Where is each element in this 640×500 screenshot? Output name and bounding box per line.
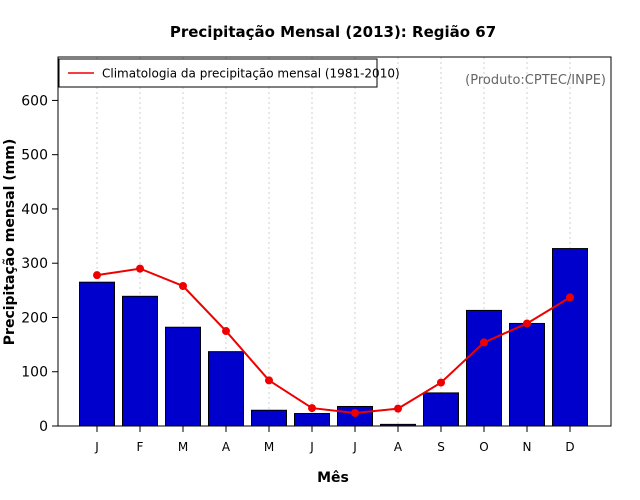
climatology-point-6 bbox=[351, 408, 359, 417]
bar-3 bbox=[208, 351, 244, 427]
y-axis: 0 100 200 300 400 500 600 bbox=[21, 93, 59, 435]
climatology-point-3 bbox=[222, 327, 230, 336]
climatology-point-9 bbox=[480, 338, 488, 347]
bar-9 bbox=[466, 309, 502, 427]
climatology-point-2 bbox=[179, 281, 187, 290]
y-tick-label-5: 500 bbox=[21, 148, 48, 164]
x-tick-label-1: F bbox=[137, 440, 144, 454]
climatology-point-10 bbox=[523, 319, 531, 328]
x-tick-label-4: M bbox=[264, 440, 274, 454]
bar-11 bbox=[552, 248, 588, 427]
chart-title: Precipitação Mensal (2013): Região 67 bbox=[170, 23, 496, 41]
bar-4 bbox=[251, 409, 287, 427]
bar-1 bbox=[122, 295, 158, 427]
climatology-point-4 bbox=[265, 376, 273, 385]
bar-8 bbox=[423, 392, 459, 427]
climatology-point-11 bbox=[566, 293, 574, 302]
source-note: (Produto:CPTEC/INPE) bbox=[465, 73, 606, 88]
climatology-point-1 bbox=[136, 264, 144, 273]
y-axis-label: Precipitação mensal (mm) bbox=[2, 139, 18, 345]
x-axis-label: Mês bbox=[317, 470, 349, 486]
climatology-point-7 bbox=[394, 404, 402, 413]
y-tick-label-1: 100 bbox=[21, 365, 48, 381]
x-tick-label-8: S bbox=[437, 440, 445, 454]
x-tick-label-3: A bbox=[222, 440, 231, 454]
climatology-point-8 bbox=[437, 378, 445, 387]
x-tick-label-2: M bbox=[178, 440, 188, 454]
x-tick-label-5: J bbox=[309, 440, 314, 454]
climatology-line bbox=[96, 267, 571, 414]
climatology-series bbox=[93, 264, 574, 417]
bar-0 bbox=[79, 281, 115, 427]
legend-box bbox=[58, 58, 378, 88]
x-tick-label-0: J bbox=[94, 440, 99, 454]
y-tick-label-4: 400 bbox=[21, 202, 48, 218]
x-tick-label-9: O bbox=[479, 440, 488, 454]
bar-5 bbox=[294, 413, 330, 427]
legend-label-climatology: Climatologia da precipitação mensal (198… bbox=[102, 67, 400, 81]
x-tick-label-11: D bbox=[565, 440, 574, 454]
bar-10 bbox=[509, 322, 545, 427]
legend: Climatologia da precipitação mensal (198… bbox=[58, 58, 400, 88]
climatology-point-0 bbox=[93, 271, 101, 280]
y-tick-label-6: 600 bbox=[21, 93, 48, 109]
x-tick-label-7: A bbox=[394, 440, 403, 454]
x-tick-label-10: N bbox=[523, 440, 532, 454]
y-tick-label-2: 200 bbox=[21, 310, 48, 326]
bar-2 bbox=[165, 326, 201, 427]
grid-lines bbox=[96, 57, 571, 426]
climatology-point-5 bbox=[308, 404, 316, 413]
x-tick-label-6: J bbox=[352, 440, 357, 454]
y-tick-label-0: 0 bbox=[39, 419, 48, 435]
y-tick-label-3: 300 bbox=[21, 256, 48, 272]
